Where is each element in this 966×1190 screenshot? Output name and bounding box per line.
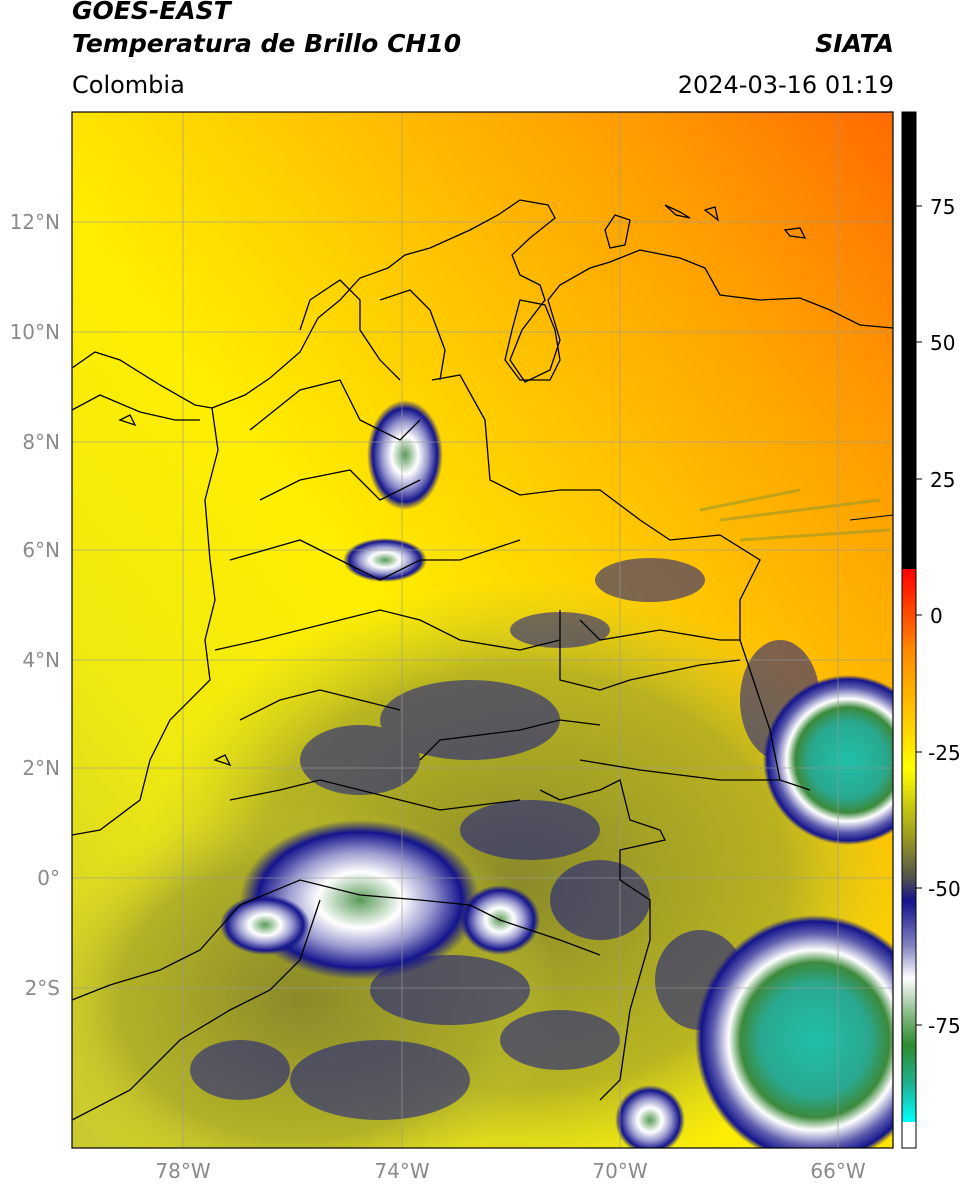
lat-label: 6°N [22,538,60,562]
organization-label: SIATA [815,29,894,58]
timestamp: 2024-03-16 01:19 [677,71,894,99]
graticule [72,112,893,1148]
colorbar-tick-label: 0 [930,604,943,628]
region-label: Colombia [72,71,185,99]
lat-label: 0° [37,866,60,890]
colorbar-gradient [902,569,916,1122]
lon-label: 66°W [810,1159,865,1183]
colorbar-tick-label: 75 [930,195,955,219]
lat-label: 2°S [25,976,60,1000]
lat-label: 10°N [10,320,60,344]
boundaries [72,199,893,1121]
longitude-labels: 78°W 74°W 70°W 66°W [155,1159,865,1183]
lat-label: 12°N [10,210,60,234]
lon-label: 74°W [374,1159,429,1183]
lat-label: 4°N [22,648,60,672]
colorbar-black-segment [902,112,916,569]
lon-label: 70°W [592,1159,647,1183]
colorbar-tick-label: -25 [928,741,961,765]
colorbar-tick-label: -50 [928,877,961,901]
colorbar: 75 50 25 0 -25 -50 -75 [901,111,961,1149]
colorbar-tick-label: 50 [930,331,955,355]
latitude-labels: 12°N 10°N 8°N 6°N 4°N 2°N 0° 2°S [10,210,60,1000]
satellite-imagery [72,112,893,1148]
lon-label: 78°W [155,1159,210,1183]
satellite-title: GOES-EAST [72,0,231,25]
colorbar-tick-label: -75 [928,1014,961,1038]
colorbar-white-segment [902,1122,916,1148]
lat-label: 8°N [22,430,60,454]
colorbar-tick-label: 25 [930,468,955,492]
lat-label: 2°N [22,756,60,780]
map-frame [71,111,894,1149]
product-title: Temperatura de Brillo CH10 [72,29,462,58]
